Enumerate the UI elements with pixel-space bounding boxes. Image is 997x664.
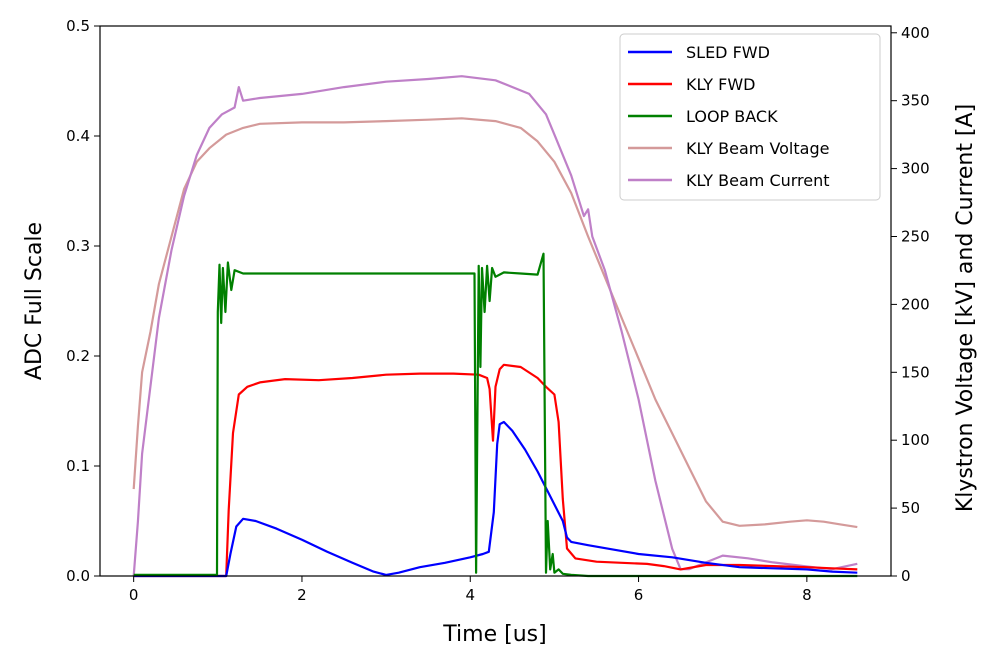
- y-left-tick-label: 0.2: [66, 347, 90, 365]
- y-axis-left: 0.0 0.1 0.2 0.3 0.4 0.5: [66, 17, 100, 585]
- x-tick-label: 2: [297, 586, 307, 604]
- y-axis-left-title: ADC Full Scale: [22, 222, 47, 380]
- series-line-sled-fwd: [133, 420, 858, 578]
- y-left-tick-label: 0.1: [66, 457, 90, 475]
- series-line-loop-back: [133, 252, 858, 578]
- y-right-tick-label: 100: [901, 431, 930, 449]
- series-line-kly-fwd: [133, 363, 858, 578]
- y-right-tick-label: 50: [901, 499, 920, 517]
- legend-entry: KLY Beam Voltage: [686, 139, 829, 158]
- y-right-tick-label: 350: [901, 92, 930, 110]
- y-right-tick-label: 150: [901, 363, 930, 381]
- legend-entry: SLED FWD: [686, 43, 770, 62]
- x-tick-label: 0: [129, 586, 139, 604]
- y-right-tick-label: 400: [901, 24, 930, 42]
- legend-box: [619, 33, 881, 201]
- y-left-tick-label: 0.0: [66, 567, 90, 585]
- series-layer: [132, 75, 858, 578]
- y-right-tick-label: 0: [901, 567, 911, 585]
- y-right-tick-label: 300: [901, 160, 930, 178]
- legend-entry: KLY Beam Current: [686, 171, 830, 190]
- y-right-tick-label: 200: [901, 295, 930, 313]
- x-tick-label: 6: [634, 586, 644, 604]
- legend-entry: LOOP BACK: [686, 107, 778, 126]
- x-axis-title: Time [us]: [442, 622, 546, 647]
- y-axis-right: 0 50 100 150 200 250 300 350 400: [891, 24, 930, 585]
- y-left-tick-label: 0.5: [66, 17, 90, 35]
- x-tick-label: 4: [465, 586, 475, 604]
- y-axis-right-title: Klystron Voltage [kV] and Current [A]: [953, 104, 978, 512]
- legend: SLED FWD KLY FWD LOOP BACK KLY Beam Voltage…: [619, 33, 881, 201]
- x-tick-label: 8: [802, 586, 812, 604]
- y-left-tick-label: 0.3: [66, 237, 90, 255]
- x-axis: 0 2 4 6 8: [129, 576, 812, 604]
- plot-frame: [99, 25, 892, 577]
- legend-entry: KLY FWD: [686, 75, 755, 94]
- y-left-tick-label: 0.4: [66, 127, 90, 145]
- series-line-kly-beam-voltage: [132, 117, 858, 529]
- y-right-tick-label: 250: [901, 227, 930, 245]
